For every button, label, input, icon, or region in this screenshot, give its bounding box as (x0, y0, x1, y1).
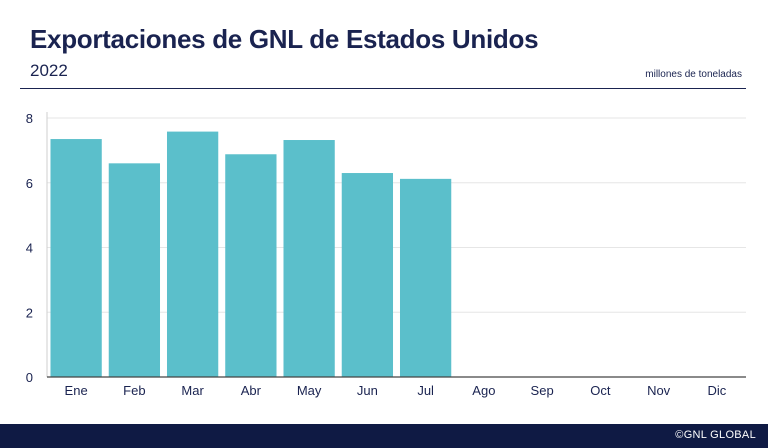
bar-mar (166, 131, 219, 377)
bar-ene (50, 139, 102, 377)
bar-jul (399, 178, 452, 377)
y-tick-label: 8 (26, 111, 33, 126)
axis-layer: 0 2 4 6 8 Ene Feb Mar Abr May Jun Jul Ago Sep Oct Nov Di… (26, 111, 746, 398)
x-tick-label: Jul (417, 383, 434, 398)
y-tick-label: 6 (26, 176, 33, 191)
x-tick-label: Mar (181, 383, 204, 398)
bar-abr (225, 154, 277, 377)
x-tick-label: Nov (647, 383, 671, 398)
x-tick-label: May (297, 383, 322, 398)
chart-title: Exportaciones de GNL de Estados Unidos (30, 24, 539, 54)
grid-layer (47, 117, 746, 313)
x-tick-label: Ago (472, 383, 495, 398)
x-tick-label: Feb (123, 383, 145, 398)
y-tick-label: 2 (26, 305, 33, 320)
x-tick-label: Dic (707, 383, 726, 398)
bar-feb (108, 163, 161, 377)
unit-label: millones de toneladas (645, 69, 742, 80)
chart-subtitle: 2022 (30, 61, 68, 80)
footer-bar: ©GNL GLOBAL (0, 424, 768, 448)
x-tick-label: Ene (65, 383, 88, 398)
x-tick-label: Abr (241, 383, 262, 398)
x-tick-label: Oct (590, 383, 611, 398)
y-tick-label: 0 (26, 370, 33, 385)
x-tick-label: Jun (357, 383, 378, 398)
header-divider (20, 88, 746, 89)
bar-may (283, 140, 335, 377)
x-tick-label: Sep (531, 383, 554, 398)
y-tick-label: 4 (26, 241, 33, 256)
bar-layer (50, 131, 452, 377)
bar-jun (341, 173, 394, 377)
credit-text: ©GNL GLOBAL (675, 429, 756, 441)
